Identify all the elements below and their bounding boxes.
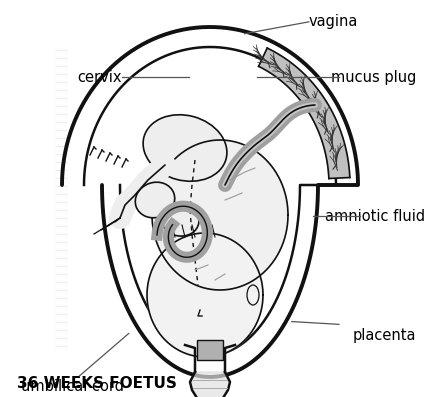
Text: mucus plug: mucus plug <box>331 70 416 85</box>
Polygon shape <box>259 48 350 179</box>
Polygon shape <box>62 27 358 377</box>
Ellipse shape <box>143 115 227 181</box>
Text: placenta: placenta <box>353 328 416 343</box>
Polygon shape <box>190 372 230 397</box>
Ellipse shape <box>247 285 259 305</box>
Ellipse shape <box>135 182 175 218</box>
Text: amniotic fluid: amniotic fluid <box>325 209 425 224</box>
Polygon shape <box>152 140 288 290</box>
Text: 36 WEEKS FOETUS: 36 WEEKS FOETUS <box>17 376 177 391</box>
Ellipse shape <box>161 204 199 236</box>
Text: cervix: cervix <box>77 70 122 85</box>
Text: vagina: vagina <box>309 14 358 29</box>
Polygon shape <box>147 233 263 357</box>
Text: umbilical cord: umbilical cord <box>21 379 124 394</box>
Bar <box>197 340 223 360</box>
